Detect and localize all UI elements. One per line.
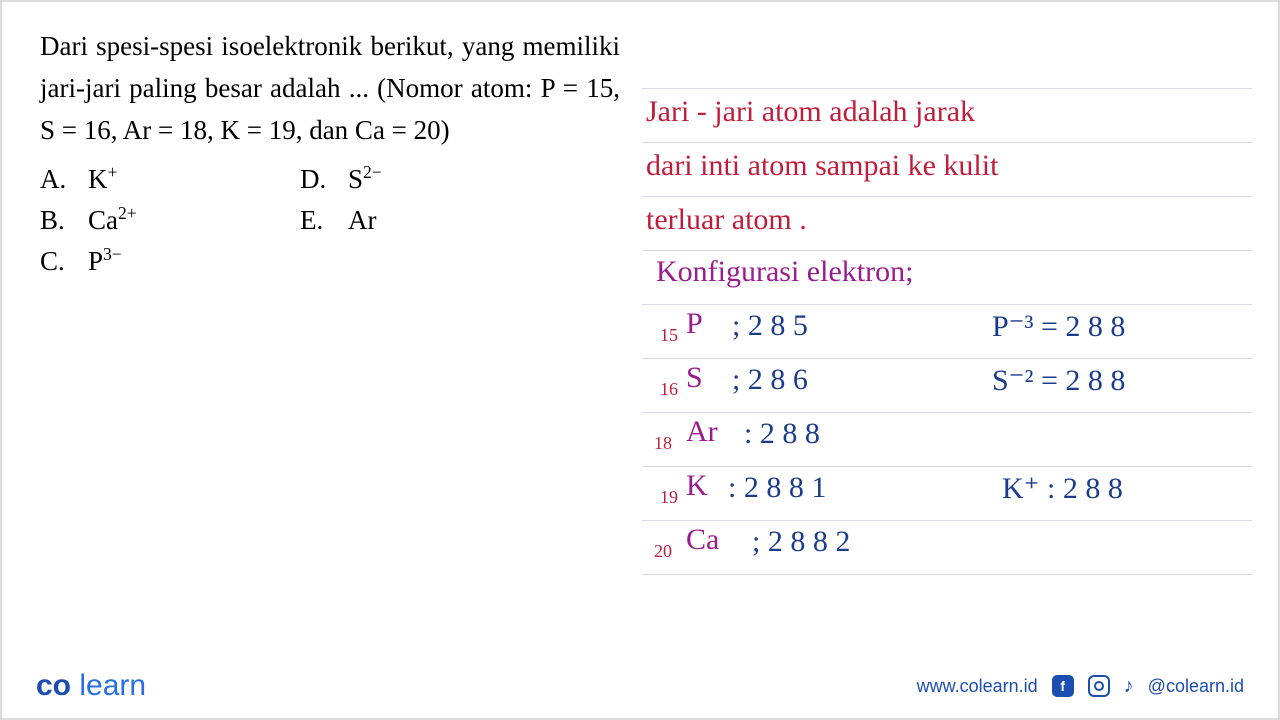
- option-b-species: Ca2+: [88, 203, 137, 236]
- config-row-ca: 20 Ca ; 2 8 8 2: [642, 520, 1252, 574]
- config-row-s: 16 S ; 2 8 6 S⁻² = 2 8 8: [642, 358, 1252, 412]
- atomic-number: 19: [660, 487, 678, 508]
- config-row-p: 15 P ; 2 8 5 P⁻³ = 2 8 8: [642, 304, 1252, 358]
- option-e-species: Ar: [348, 203, 377, 236]
- electron-config: ; 2 8 6: [732, 363, 808, 397]
- footer-handle: @colearn.id: [1148, 676, 1244, 697]
- element-symbol: K: [686, 469, 708, 503]
- element-symbol: Ca: [686, 523, 719, 557]
- logo-right: learn: [79, 669, 146, 702]
- electron-config: ; 2 8 8 2: [752, 525, 850, 559]
- ion-config: K⁺ : 2 8 8: [1002, 471, 1123, 506]
- electron-config: : 2 8 8: [744, 417, 820, 451]
- ruled-line: dari inti atom sampai ke kulit: [642, 142, 1252, 196]
- option-b-letter: B.: [40, 205, 88, 236]
- element-symbol: S: [686, 361, 703, 395]
- option-d: D. S2−: [300, 162, 560, 195]
- option-c-letter: C.: [40, 246, 88, 277]
- tiktok-icon: ♪: [1124, 675, 1134, 698]
- ion-config: P⁻³ = 2 8 8: [992, 309, 1125, 344]
- electron-config: : 2 8 8 1: [728, 471, 826, 505]
- page-frame: Dari spesi-spesi isoelektronik berikut, …: [0, 0, 1280, 720]
- instagram-icon: [1088, 675, 1110, 697]
- element-symbol: P: [686, 307, 703, 341]
- ruled-line: [642, 574, 1252, 628]
- logo-left: co: [36, 669, 71, 702]
- question-panel: Dari spesi-spesi isoelektronik berikut, …: [40, 26, 620, 277]
- option-c-species: P3−: [88, 244, 122, 277]
- option-a-species: K+: [88, 162, 117, 195]
- atomic-number: 16: [660, 379, 678, 400]
- question-text: Dari spesi-spesi isoelektronik berikut, …: [40, 26, 620, 152]
- footer: co learn www.colearn.id f ♪ @colearn.id: [2, 660, 1278, 718]
- option-e-letter: E.: [300, 205, 348, 236]
- atomic-number: 20: [654, 541, 672, 562]
- option-a-letter: A.: [40, 164, 88, 195]
- atomic-number: 15: [660, 325, 678, 346]
- config-heading: Konfigurasi elektron;: [656, 255, 913, 289]
- footer-url: www.colearn.id: [917, 676, 1038, 697]
- config-row-ar: 18 Ar : 2 8 8: [642, 412, 1252, 466]
- brand-logo: co learn: [36, 669, 146, 703]
- option-a: A. K+: [40, 162, 300, 195]
- facebook-icon: f: [1052, 675, 1074, 697]
- ruled-line: terluar atom .: [642, 196, 1252, 250]
- electron-config: ; 2 8 5: [732, 309, 808, 343]
- option-c: C. P3−: [40, 244, 300, 277]
- option-d-species: S2−: [348, 162, 382, 195]
- option-e: E. Ar: [300, 203, 560, 236]
- footer-right: www.colearn.id f ♪ @colearn.id: [917, 675, 1244, 698]
- definition-line-1: Jari - jari atom adalah jarak: [646, 95, 975, 129]
- option-b: B. Ca2+: [40, 203, 300, 236]
- element-symbol: Ar: [686, 415, 718, 449]
- ruled-line: Jari - jari atom adalah jarak: [642, 88, 1252, 142]
- definition-line-3: terluar atom .: [646, 203, 807, 237]
- atomic-number: 18: [654, 433, 672, 454]
- options-grid: A. K+ D. S2− B. Ca2+ E. Ar: [40, 162, 620, 277]
- ion-config: S⁻² = 2 8 8: [992, 363, 1125, 398]
- option-d-letter: D.: [300, 164, 348, 195]
- notes-panel: Jari - jari atom adalah jarak dari inti …: [642, 88, 1252, 628]
- ruled-line: Konfigurasi elektron;: [642, 250, 1252, 304]
- definition-line-2: dari inti atom sampai ke kulit: [646, 149, 998, 183]
- config-row-k: 19 K : 2 8 8 1 K⁺ : 2 8 8: [642, 466, 1252, 520]
